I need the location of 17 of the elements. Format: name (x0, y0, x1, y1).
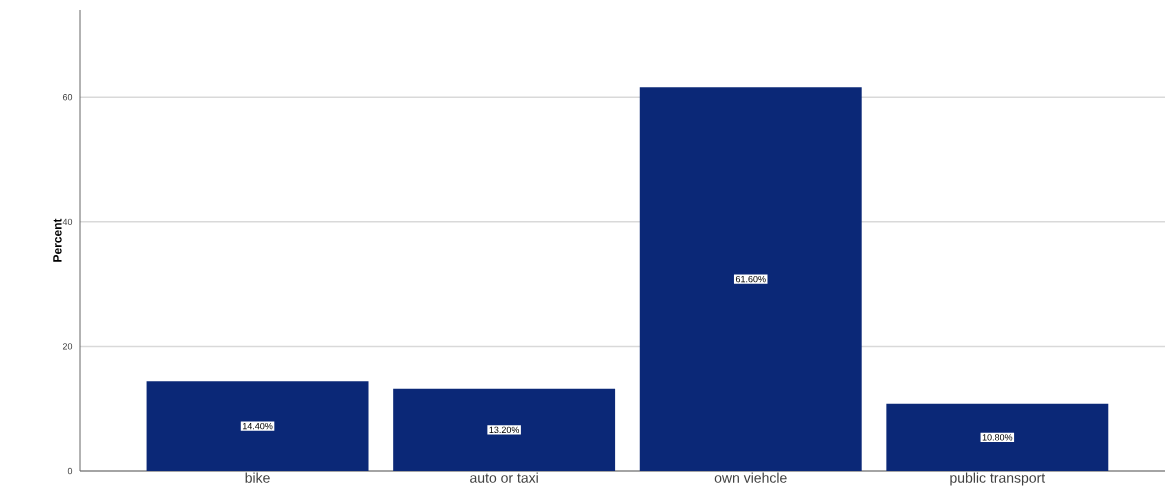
x-tick-label: bike (245, 472, 270, 483)
y-tick-label: 60 (62, 94, 73, 101)
y-tick-label: 40 (62, 218, 73, 225)
bar (886, 403, 1109, 471)
data-label: 10.80% (982, 434, 1013, 441)
y-tick-label: 20 (62, 343, 73, 350)
data-label: 61.60% (735, 275, 766, 283)
bar (146, 381, 369, 471)
bar (393, 388, 616, 471)
x-tick-label: own viehcle (714, 472, 787, 483)
y-axis-title: Percent (53, 218, 62, 262)
y-tick-label: 0 (67, 467, 73, 475)
bar (639, 87, 862, 471)
x-tick-label: public transport (950, 472, 1046, 486)
x-tick-label: auto or taxi (470, 472, 538, 483)
data-label: 13.20% (489, 426, 520, 434)
data-label: 14.40% (242, 422, 273, 430)
